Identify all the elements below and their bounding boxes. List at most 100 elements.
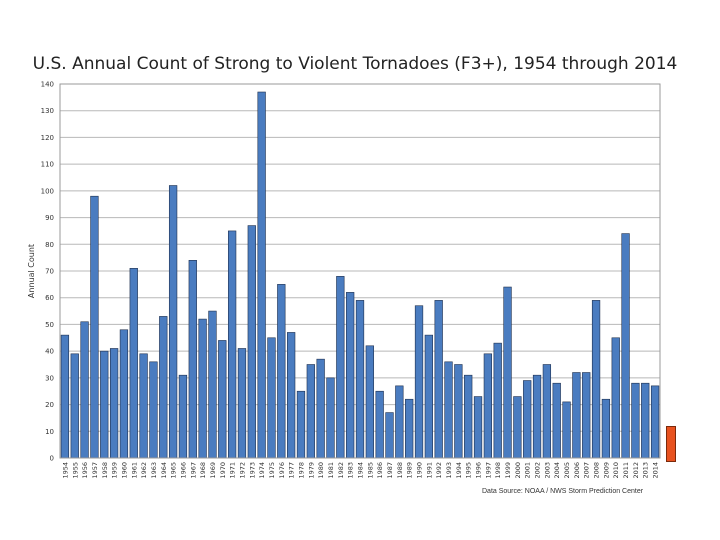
bar [414, 305, 424, 459]
x-tick-label: 1991 [425, 462, 433, 479]
y-tick-label: 50 [45, 321, 54, 329]
bar [641, 382, 650, 459]
bar [464, 374, 473, 459]
bar [611, 337, 620, 459]
bar [650, 385, 660, 459]
x-tick-label: 1973 [248, 462, 256, 479]
x-tick-label: 2005 [563, 462, 571, 479]
data-source-note: Data Source: NOAA / NWS Storm Prediction… [482, 488, 644, 495]
bar [493, 342, 502, 459]
bar [188, 260, 197, 459]
x-tick-label: 1999 [504, 462, 512, 479]
x-tick-label: 1965 [170, 462, 178, 479]
y-tick-label: 130 [41, 107, 54, 115]
x-tick-label: 1963 [150, 462, 158, 479]
bar [90, 195, 99, 459]
x-tick-label: 1993 [445, 462, 453, 479]
bar [257, 91, 266, 459]
bar [621, 233, 630, 459]
bars [60, 91, 660, 459]
plot-frame [59, 83, 661, 459]
y-tick-label: 20 [45, 401, 54, 409]
bar [70, 353, 79, 459]
x-tick-label: 1954 [61, 462, 69, 479]
y-tick-label: 40 [45, 348, 54, 356]
x-tick-label: 2000 [514, 462, 522, 479]
x-tick-label: 1972 [238, 462, 246, 479]
bar [296, 390, 306, 459]
bar [542, 364, 552, 459]
bar [306, 364, 315, 459]
y-tick-label: 70 [45, 268, 54, 276]
bar [591, 300, 601, 459]
x-tick-label: 1977 [288, 462, 296, 479]
bar [473, 396, 483, 459]
x-tick-label: 1978 [297, 462, 305, 479]
y-tick-label: 90 [45, 214, 54, 222]
bar [601, 398, 611, 459]
x-tick-label: 1990 [416, 462, 424, 479]
x-tick-label: 1998 [494, 462, 502, 479]
bar [513, 396, 522, 459]
bar [159, 316, 168, 459]
bar [532, 374, 542, 459]
bar [424, 334, 433, 459]
bar [109, 348, 119, 459]
x-tick-label: 1994 [455, 462, 463, 479]
bar [346, 292, 355, 459]
bar [631, 382, 640, 459]
y-tick-label: 120 [41, 134, 54, 142]
x-tick-label: 1984 [357, 462, 365, 479]
x-tick-label: 2003 [543, 462, 551, 479]
x-tick-label: 2010 [612, 462, 620, 479]
bar [365, 345, 374, 459]
x-tick-label: 2002 [534, 462, 542, 479]
bar [168, 185, 178, 459]
bar [100, 350, 109, 459]
bar [60, 334, 70, 459]
x-tick-label: 1959 [111, 462, 119, 479]
bar [237, 348, 247, 459]
y-tick-label: 100 [41, 187, 54, 195]
bar [434, 300, 443, 459]
x-tick-label: 1983 [347, 462, 355, 479]
bar [395, 385, 404, 459]
x-tick-label: 1987 [386, 462, 394, 479]
bar [277, 284, 286, 459]
bar [149, 361, 158, 459]
x-tick-labels: 1954 1955 1956 1957 1958 1959 1960 1961 1962 1963… [61, 462, 659, 479]
x-tick-label: 2004 [553, 462, 561, 479]
bar [287, 332, 296, 459]
bar [198, 318, 207, 459]
x-tick-label: 2011 [622, 462, 630, 479]
x-tick-label: 1957 [91, 462, 99, 479]
bar [355, 300, 365, 459]
bar [444, 361, 453, 459]
x-tick-label: 1982 [337, 462, 345, 479]
orange-marker [666, 426, 676, 462]
x-tick-label: 1967 [189, 462, 197, 479]
bar [483, 353, 493, 459]
x-tick-label: 1962 [140, 462, 148, 479]
bar [503, 286, 512, 459]
x-tick-label: 1958 [101, 462, 109, 479]
x-tick-label: 1955 [71, 462, 79, 479]
bar [139, 353, 148, 459]
x-tick-label: 2001 [524, 462, 532, 479]
x-tick-label: 1988 [396, 462, 404, 479]
bar [247, 225, 256, 459]
x-tick-label: 1996 [475, 462, 483, 479]
x-tick-label: 1979 [307, 462, 315, 479]
y-tick-label: 30 [45, 374, 54, 382]
x-tick-label: 1964 [160, 462, 168, 479]
y-tick-label: 110 [41, 161, 54, 169]
bar [316, 358, 325, 459]
y-tick-labels: 0 10 20 30 40 50 60 70 80 90 100 110 120 130 140 [41, 81, 54, 463]
y-tick-label: 0 [50, 455, 54, 463]
x-tick-label: 2009 [602, 462, 610, 479]
y-axis-label: Annual Count [27, 244, 36, 298]
x-tick-label: 1956 [81, 462, 89, 479]
x-tick-label: 1986 [376, 462, 384, 479]
x-tick-label: 1968 [199, 462, 207, 479]
